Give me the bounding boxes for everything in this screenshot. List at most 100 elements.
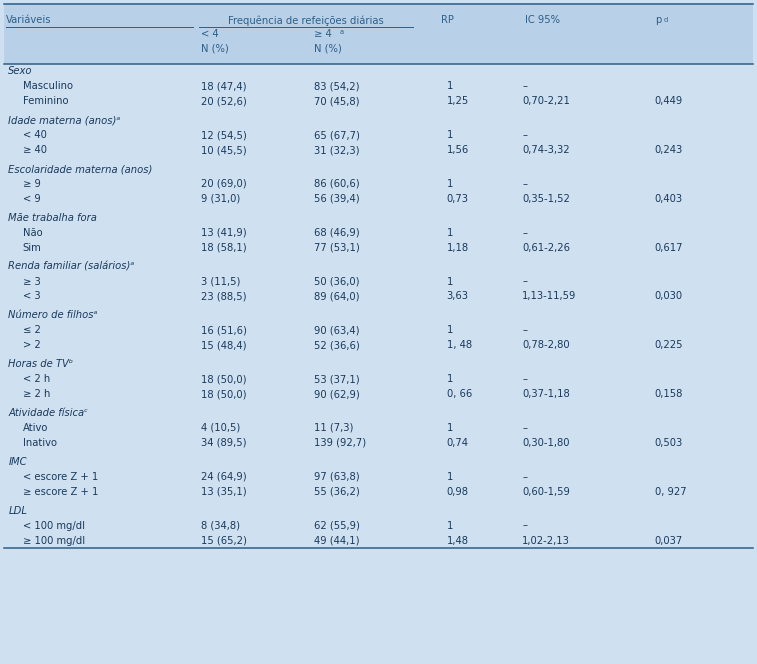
- Text: –: –: [522, 521, 528, 531]
- Text: Inativo: Inativo: [23, 438, 57, 448]
- Text: 86 (60,6): 86 (60,6): [314, 179, 360, 189]
- Text: 49 (44,1): 49 (44,1): [314, 535, 360, 546]
- Text: < 2 h: < 2 h: [23, 374, 50, 384]
- Text: Mãe trabalha fora: Mãe trabalha fora: [8, 212, 97, 223]
- Text: 11 (7,3): 11 (7,3): [314, 423, 354, 433]
- Text: N (%): N (%): [314, 44, 342, 54]
- Text: 15 (48,4): 15 (48,4): [201, 340, 246, 351]
- Text: 0, 66: 0, 66: [447, 389, 472, 399]
- Text: –: –: [522, 81, 528, 92]
- Text: 0,30-1,80: 0,30-1,80: [522, 438, 570, 448]
- Text: 12 (54,5): 12 (54,5): [201, 130, 246, 140]
- Text: 0,503: 0,503: [655, 438, 683, 448]
- Text: ≥ escore Z + 1: ≥ escore Z + 1: [23, 487, 98, 497]
- Text: 0,403: 0,403: [655, 194, 683, 204]
- Text: 13 (41,9): 13 (41,9): [201, 228, 246, 238]
- FancyBboxPatch shape: [4, 3, 753, 564]
- Text: < escore Z + 1: < escore Z + 1: [23, 471, 98, 482]
- Text: Número de filhosᵃ: Número de filhosᵃ: [8, 310, 98, 321]
- Text: 0,74-3,32: 0,74-3,32: [522, 145, 570, 155]
- Text: 1,25: 1,25: [447, 96, 469, 106]
- Text: Sexo: Sexo: [8, 66, 33, 76]
- Text: 53 (37,1): 53 (37,1): [314, 374, 360, 384]
- Text: 1: 1: [447, 374, 453, 384]
- Text: 1,56: 1,56: [447, 145, 469, 155]
- Text: 89 (64,0): 89 (64,0): [314, 291, 360, 301]
- Text: LDL: LDL: [8, 505, 27, 516]
- Text: 1: 1: [447, 179, 453, 189]
- Text: ≥ 100 mg/dl: ≥ 100 mg/dl: [23, 535, 85, 546]
- Text: 90 (63,4): 90 (63,4): [314, 325, 360, 335]
- Text: –: –: [522, 228, 528, 238]
- Text: Sim: Sim: [23, 242, 42, 253]
- Text: 1,48: 1,48: [447, 535, 469, 546]
- Text: 0,61-2,26: 0,61-2,26: [522, 242, 570, 253]
- Text: 13 (35,1): 13 (35,1): [201, 487, 246, 497]
- Text: 9 (31,0): 9 (31,0): [201, 194, 240, 204]
- Text: 1: 1: [447, 276, 453, 287]
- Text: 0,158: 0,158: [655, 389, 683, 399]
- Text: 31 (32,3): 31 (32,3): [314, 145, 360, 155]
- Text: 1,02-2,13: 1,02-2,13: [522, 535, 570, 546]
- Text: 1: 1: [447, 130, 453, 140]
- Text: 20 (69,0): 20 (69,0): [201, 179, 246, 189]
- Text: 0,98: 0,98: [447, 487, 469, 497]
- Text: 3 (11,5): 3 (11,5): [201, 276, 240, 287]
- Text: Variáveis: Variáveis: [6, 15, 51, 25]
- Text: 55 (36,2): 55 (36,2): [314, 487, 360, 497]
- Text: 0,243: 0,243: [655, 145, 683, 155]
- Text: –: –: [522, 325, 528, 335]
- Text: 23 (88,5): 23 (88,5): [201, 291, 246, 301]
- Text: –: –: [522, 423, 528, 433]
- Text: 4 (10,5): 4 (10,5): [201, 423, 240, 433]
- Text: 18 (50,0): 18 (50,0): [201, 374, 246, 384]
- Text: a: a: [339, 29, 343, 35]
- Text: 139 (92,7): 139 (92,7): [314, 438, 366, 448]
- Text: ≥ 2 h: ≥ 2 h: [23, 389, 50, 399]
- Text: 1: 1: [447, 228, 453, 238]
- Text: Horas de TVᵇ: Horas de TVᵇ: [8, 359, 73, 369]
- Text: 77 (53,1): 77 (53,1): [314, 242, 360, 253]
- Text: 0,037: 0,037: [655, 535, 683, 546]
- Text: Renda familiar (salários)ᵃ: Renda familiar (salários)ᵃ: [8, 262, 135, 272]
- Text: –: –: [522, 471, 528, 482]
- Text: Frequência de refeições diárias: Frequência de refeições diárias: [228, 15, 384, 26]
- Text: Não: Não: [23, 228, 42, 238]
- Text: 20 (52,6): 20 (52,6): [201, 96, 246, 106]
- Text: < 100 mg/dl: < 100 mg/dl: [23, 521, 85, 531]
- Text: 52 (36,6): 52 (36,6): [314, 340, 360, 351]
- Text: N (%): N (%): [201, 44, 229, 54]
- Text: 1: 1: [447, 423, 453, 433]
- Text: 18 (58,1): 18 (58,1): [201, 242, 246, 253]
- Text: 1: 1: [447, 81, 453, 92]
- Text: IMC: IMC: [8, 457, 27, 467]
- Text: 1: 1: [447, 325, 453, 335]
- Text: Feminino: Feminino: [23, 96, 68, 106]
- Text: ≥ 3: ≥ 3: [23, 276, 40, 287]
- Text: < 3: < 3: [23, 291, 40, 301]
- Text: 70 (45,8): 70 (45,8): [314, 96, 360, 106]
- Text: 15 (65,2): 15 (65,2): [201, 535, 247, 546]
- Text: –: –: [522, 130, 528, 140]
- Text: < 40: < 40: [23, 130, 47, 140]
- Text: 90 (62,9): 90 (62,9): [314, 389, 360, 399]
- Text: 83 (54,2): 83 (54,2): [314, 81, 360, 92]
- Text: ≥ 9: ≥ 9: [23, 179, 41, 189]
- Text: 18 (47,4): 18 (47,4): [201, 81, 246, 92]
- Text: RP: RP: [441, 15, 454, 25]
- Text: 1, 48: 1, 48: [447, 340, 472, 351]
- Text: p: p: [655, 15, 661, 25]
- Text: 0,60-1,59: 0,60-1,59: [522, 487, 570, 497]
- Text: Masculino: Masculino: [23, 81, 73, 92]
- Text: ≥ 40: ≥ 40: [23, 145, 47, 155]
- Text: IC 95%: IC 95%: [525, 15, 559, 25]
- Text: 0, 927: 0, 927: [655, 487, 687, 497]
- Text: 0,78-2,80: 0,78-2,80: [522, 340, 570, 351]
- Text: 56 (39,4): 56 (39,4): [314, 194, 360, 204]
- Text: Escolaridade materna (anos): Escolaridade materna (anos): [8, 164, 153, 174]
- Text: Ativo: Ativo: [23, 423, 48, 433]
- Text: 16 (51,6): 16 (51,6): [201, 325, 247, 335]
- Text: 0,74: 0,74: [447, 438, 469, 448]
- Text: ≤ 2: ≤ 2: [23, 325, 41, 335]
- Text: –: –: [522, 276, 528, 287]
